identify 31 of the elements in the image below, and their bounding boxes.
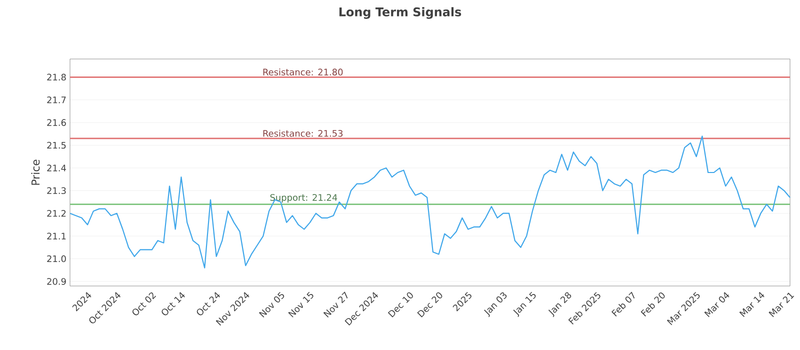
y-axis-title: Price xyxy=(31,160,40,185)
y-tick-label: 20.9 xyxy=(47,278,66,285)
x-tick-label: Mar 14 xyxy=(739,292,764,318)
chart-title: Long Term Signals xyxy=(339,7,462,19)
ref-line-label: Resistance: 21.80 xyxy=(263,68,343,76)
x-tick-label: Nov 27 xyxy=(323,292,348,318)
x-tick-label: Oct 02 xyxy=(132,292,156,316)
x-tick-label: Mar 04 xyxy=(704,292,730,318)
x-tick-label: Dec 20 xyxy=(417,292,442,318)
x-tick-label: Nov 15 xyxy=(288,292,314,318)
x-tick-label: Mar 21 xyxy=(768,292,794,318)
y-tick-label: 21.4 xyxy=(47,164,66,172)
x-tick-label: Nov 05 xyxy=(258,292,284,318)
x-tick-label: Jan 28 xyxy=(548,292,572,318)
x-tick-label: Dec 10 xyxy=(388,292,413,318)
y-tick-label: 21.3 xyxy=(47,187,66,194)
x-tick-label: Jan 03 xyxy=(484,292,507,318)
y-tick-label: 21.8 xyxy=(47,74,66,81)
ref-line-label: Support: 21.24 xyxy=(270,194,338,203)
x-tick-label: Feb 07 xyxy=(611,292,635,316)
y-tick-label: 21.0 xyxy=(47,255,66,262)
y-tick-label: 21.7 xyxy=(47,96,66,104)
x-tick-label: Jan 15 xyxy=(513,292,536,318)
y-tick-label: 21.2 xyxy=(47,210,66,217)
y-tick-label: 21.5 xyxy=(47,142,66,149)
ref-line-label: Resistance: 21.53 xyxy=(263,130,343,137)
x-tick-label: Feb 20 xyxy=(640,292,665,316)
x-tick-label: Oct 24 xyxy=(196,292,220,316)
x-tick-label: Oct 14 xyxy=(162,292,185,316)
y-tick-label: 21.6 xyxy=(47,119,66,126)
y-tick-label: 21.1 xyxy=(47,232,66,240)
